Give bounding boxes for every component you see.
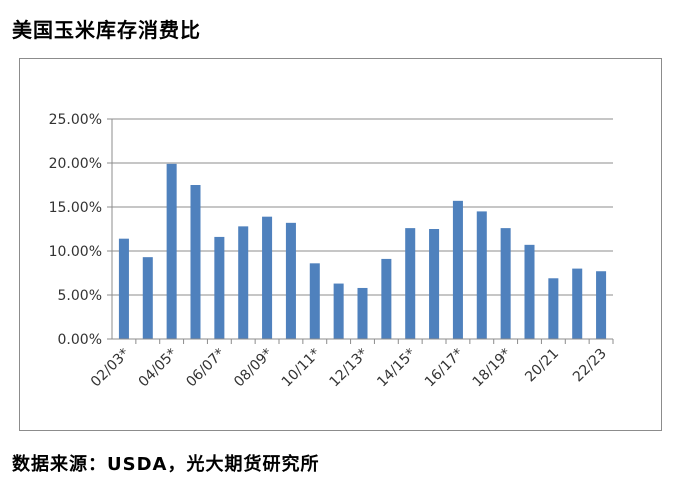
y-tick-label: 25.00%: [49, 112, 102, 128]
axes: [107, 118, 614, 344]
source-note: 数据来源：USDA，光大期货研究所: [12, 454, 320, 475]
bar-16/17*: [452, 200, 463, 339]
x-tick-label: 08/09*: [231, 346, 276, 391]
bar-04/05*: [166, 163, 177, 339]
bar-07/08: [238, 226, 249, 339]
x-tick-labels: 02/03* 04/05* 06/07* 08/09* 10/11* 12/13* 14/1…: [88, 346, 610, 391]
bar-21/22: [572, 268, 583, 339]
bar-13/14: [381, 258, 392, 339]
x-tick-label: 04/05*: [136, 346, 181, 391]
bar-06/07*: [214, 236, 225, 339]
y-tick-label: 20.00%: [49, 156, 102, 172]
bar-02/03*: [118, 238, 129, 339]
x-tick-label: 14/15*: [374, 346, 419, 391]
x-tick-label: 18/19*: [470, 346, 515, 391]
bars: [118, 163, 607, 339]
x-tick-label: 16/17*: [422, 346, 467, 391]
page-title: 美国玉米库存消费比: [12, 18, 201, 42]
bar-11/12: [333, 283, 344, 339]
bar-18/19*: [500, 228, 511, 339]
y-tick-label: 0.00%: [58, 332, 102, 348]
bar-15/16: [429, 229, 440, 339]
bar-03/04: [142, 257, 153, 339]
bar-19/20: [524, 244, 535, 339]
x-tick-label: 06/07*: [183, 346, 228, 391]
x-tick-label: 20/21: [522, 346, 562, 386]
bar-14/15*: [405, 228, 416, 339]
bar-12/13*: [357, 287, 368, 339]
bar-20/21: [548, 278, 559, 339]
y-tick-label: 10.00%: [49, 244, 102, 260]
gridlines: [112, 118, 613, 296]
bar-08/09*: [262, 216, 273, 339]
bar-17/18: [476, 211, 487, 339]
bar-22/23: [596, 271, 607, 339]
x-tick-label: 02/03*: [88, 346, 133, 391]
y-tick-label: 5.00%: [58, 288, 102, 304]
x-tick-label: 12/13*: [327, 346, 372, 391]
bar-05/06: [190, 185, 201, 339]
bar-10/11*: [309, 263, 320, 339]
y-tick-label: 15.00%: [49, 200, 102, 216]
x-tick-label: 10/11*: [279, 346, 324, 391]
bar-09/10: [285, 222, 296, 339]
x-tick-label: 22/23: [570, 346, 610, 386]
y-tick-labels: 0.00% 5.00% 10.00% 15.00% 20.00% 25.00%: [49, 112, 102, 348]
